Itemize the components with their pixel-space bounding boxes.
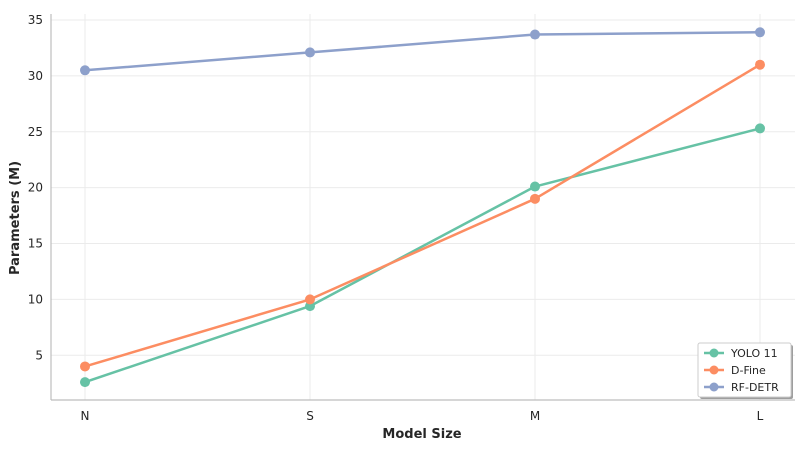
data-point [755,27,765,38]
legend: YOLO 11 D-Fine RF-DETR [697,342,793,399]
legend-marker [709,365,719,375]
data-point [755,59,765,70]
data-point [530,193,540,204]
series-line [84,63,761,368]
y-tick-label: 35 [28,13,43,27]
data-point [80,65,90,76]
grid-lines [51,14,795,400]
legend-box [697,342,792,398]
y-axis-title: Parameters (M) [8,161,23,275]
y-tick-label: 25 [28,125,43,139]
x-axis-title: Model Size [382,427,461,442]
series-line [84,31,761,72]
legend-marker [709,382,719,392]
legend-marker [709,348,719,358]
data-point [755,123,765,134]
x-tick-label: M [530,409,540,423]
axes [50,14,795,401]
x-tick-label: N [81,409,90,423]
x-tick-label: L [757,409,764,423]
data-point [530,181,540,192]
y-tick-label: 5 [35,348,43,362]
y-tick-label: 30 [28,69,43,83]
series-line [84,127,761,384]
data-point [80,361,90,372]
y-tick-labels: 5 10 15 20 25 30 35 [28,13,43,362]
legend-label: YOLO 11 [730,347,778,360]
data-point [305,47,315,58]
y-tick-label: 10 [28,292,43,306]
legend-label: RF-DETR [731,381,779,394]
y-tick-label: 15 [28,237,43,251]
data-point [80,377,90,388]
series-group [80,27,765,388]
x-tick-label: S [306,409,314,423]
data-point [305,294,315,305]
legend-label: D-Fine [731,364,766,377]
y-tick-label: 20 [28,181,43,195]
data-point [530,29,540,40]
